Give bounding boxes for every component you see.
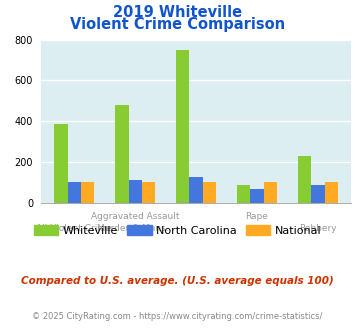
Bar [115, 105, 129, 203]
Bar [325, 182, 338, 203]
Text: Robbery: Robbery [299, 224, 337, 233]
Bar [311, 184, 325, 203]
Text: Rape: Rape [246, 212, 268, 221]
Text: Compared to U.S. average. (U.S. average equals 100): Compared to U.S. average. (U.S. average … [21, 276, 334, 285]
Bar [142, 182, 155, 203]
Bar [203, 182, 216, 203]
Legend: Whiteville, North Carolina, National: Whiteville, North Carolina, National [29, 220, 326, 240]
Text: Aggravated Assault: Aggravated Assault [91, 212, 180, 221]
Text: Murder & Mans...: Murder & Mans... [97, 224, 174, 233]
Bar [67, 182, 81, 203]
Text: 2019 Whiteville: 2019 Whiteville [113, 5, 242, 20]
Bar [54, 124, 67, 203]
Text: Violent Crime Comparison: Violent Crime Comparison [70, 16, 285, 31]
Bar [264, 182, 277, 203]
Bar [176, 50, 190, 203]
Bar [129, 181, 142, 203]
Bar [237, 184, 250, 203]
Text: All Violent Crime: All Violent Crime [37, 224, 112, 233]
Text: © 2025 CityRating.com - https://www.cityrating.com/crime-statistics/: © 2025 CityRating.com - https://www.city… [32, 312, 323, 321]
Bar [190, 178, 203, 203]
Bar [81, 182, 94, 203]
Bar [250, 189, 264, 203]
Bar [298, 155, 311, 203]
